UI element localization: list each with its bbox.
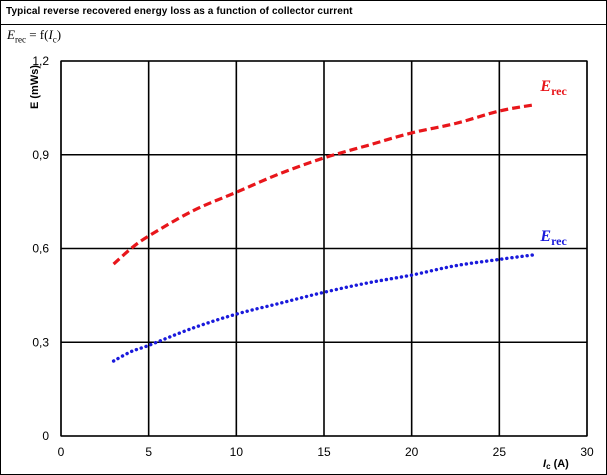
x-tick-label: 15 xyxy=(317,445,331,459)
tick-labels: 0 5 10 15 20 25 30 0 0,3 0,6 0,9 1,2 xyxy=(32,54,594,459)
chart-title: Typical reverse recovered energy loss as… xyxy=(6,6,353,17)
y-tick-label: 0 xyxy=(42,429,49,443)
y-tick-label: 1,2 xyxy=(32,54,49,68)
x-tick-label: 10 xyxy=(230,445,244,459)
series-label-0: Erec xyxy=(539,78,567,98)
x-axis-label: Ic (A) xyxy=(543,458,569,471)
axis-labels: E (mWs) Ic (A) xyxy=(29,65,569,471)
y-tick-label: 0,9 xyxy=(32,148,49,162)
x-tick-label: 0 xyxy=(58,445,65,459)
subtitle-arg: I xyxy=(48,27,53,42)
x-tick-label: 20 xyxy=(405,445,419,459)
x-tick-label: 5 xyxy=(145,445,152,459)
series-label-1: Erec xyxy=(539,228,567,248)
grid-lines xyxy=(60,60,588,437)
subtitle-end: ) xyxy=(56,27,62,42)
subtitle-var: E xyxy=(7,27,15,42)
y-tick-label: 0,6 xyxy=(32,242,49,256)
series-line-blue xyxy=(111,253,537,363)
series-line-red xyxy=(112,103,535,266)
chart-subtitle: Erec = f(Ic) xyxy=(7,27,61,45)
x-tick-label: 25 xyxy=(493,445,507,459)
x-tick-label: 30 xyxy=(580,445,594,459)
y-tick-label: 0,3 xyxy=(32,335,49,349)
subtitle-var-sub: rec xyxy=(14,34,26,45)
title-row: Typical reverse recovered energy loss as… xyxy=(1,1,606,25)
subtitle-arg-sub: c xyxy=(52,34,57,45)
subtitle-mid: = f( xyxy=(25,27,49,42)
y-axis-label: E (mWs) xyxy=(29,65,41,109)
